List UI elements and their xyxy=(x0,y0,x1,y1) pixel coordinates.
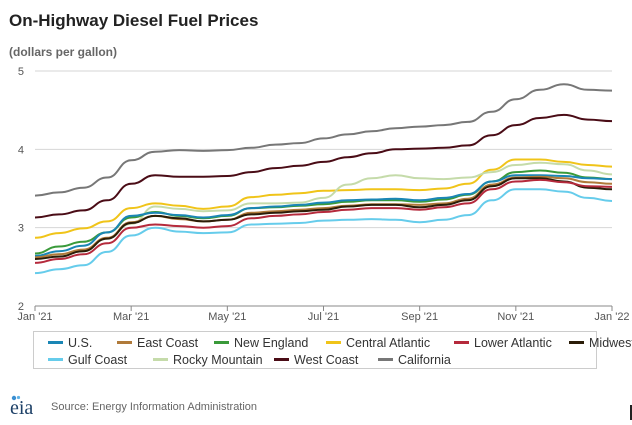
legend-item-gulf-coast[interactable]: Gulf Coast xyxy=(48,353,127,367)
legend-swatch xyxy=(274,358,289,361)
legend-label: Central Atlantic xyxy=(346,336,430,350)
legend-item-new-england[interactable]: New England xyxy=(214,336,308,350)
legend-item-east-coast[interactable]: East Coast xyxy=(117,336,198,350)
legend-label: California xyxy=(398,353,451,367)
x-tick-label: Sep '21 xyxy=(401,311,438,323)
x-tick-label: Mar '21 xyxy=(113,311,149,323)
y-tick-label: 5 xyxy=(18,66,24,78)
series-line-u-s xyxy=(35,175,612,256)
legend-swatch xyxy=(454,341,469,344)
chart-legend: U.S. East Coast New England Central Atlanti… xyxy=(33,331,597,369)
legend-item-west-coast[interactable]: West Coast xyxy=(274,353,358,367)
legend-label: East Coast xyxy=(137,336,198,350)
legend-label: Lower Atlantic xyxy=(474,336,552,350)
legend-swatch xyxy=(48,341,63,344)
legend-swatch xyxy=(214,341,229,344)
legend-label: New England xyxy=(234,336,308,350)
legend-label: Gulf Coast xyxy=(68,353,127,367)
x-tick-label: May '21 xyxy=(208,311,246,323)
eia-logo: eia xyxy=(8,393,42,419)
legend-label: Midwest xyxy=(589,336,632,350)
legend-item-central-atlantic[interactable]: Central Atlantic xyxy=(326,336,430,350)
legend-swatch xyxy=(378,358,393,361)
legend-label: U.S. xyxy=(68,336,92,350)
svg-text:eia: eia xyxy=(10,397,33,419)
y-tick-label: 4 xyxy=(18,144,24,156)
legend-label: West Coast xyxy=(294,353,358,367)
source-note: Source: Energy Information Administratio… xyxy=(51,401,257,413)
legend-swatch xyxy=(48,358,63,361)
y-tick-label: 3 xyxy=(18,223,24,235)
x-tick-label: Jul '21 xyxy=(308,311,339,323)
legend-item-u-s[interactable]: U.S. xyxy=(48,336,92,350)
legend-item-california[interactable]: California xyxy=(378,353,451,367)
x-tick-label: Jan '21 xyxy=(17,311,52,323)
legend-swatch xyxy=(117,341,132,344)
legend-item-midwest[interactable]: Midwest xyxy=(569,336,632,350)
legend-swatch xyxy=(569,341,584,344)
x-tick-label: Jan '22 xyxy=(594,311,629,323)
legend-swatch xyxy=(153,358,168,361)
legend-item-rocky-mountain[interactable]: Rocky Mountain xyxy=(153,353,263,367)
x-tick-label: Nov '21 xyxy=(497,311,534,323)
legend-item-lower-atlantic[interactable]: Lower Atlantic xyxy=(454,336,552,350)
legend-label: Rocky Mountain xyxy=(173,353,263,367)
footer: eia Source: Energy Information Administr… xyxy=(8,393,408,419)
legend-swatch xyxy=(326,341,341,344)
